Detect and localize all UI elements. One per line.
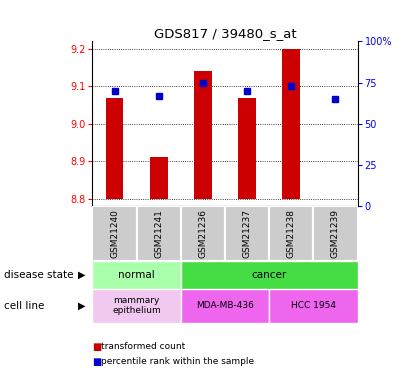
Bar: [269, 289, 358, 322]
Text: GSM21238: GSM21238: [287, 209, 296, 258]
Text: GSM21239: GSM21239: [331, 209, 340, 258]
Text: MDA-MB-436: MDA-MB-436: [196, 301, 254, 310]
Text: ▶: ▶: [79, 301, 86, 310]
Bar: [181, 261, 358, 289]
Bar: [136, 206, 181, 261]
Text: HCC 1954: HCC 1954: [291, 301, 336, 310]
Bar: [150, 158, 168, 199]
Bar: [92, 261, 181, 289]
Text: GSM21241: GSM21241: [154, 209, 163, 258]
Bar: [238, 98, 256, 199]
Bar: [92, 289, 181, 322]
Bar: [225, 206, 269, 261]
Bar: [106, 98, 123, 199]
Bar: [194, 71, 212, 199]
Text: percentile rank within the sample: percentile rank within the sample: [101, 357, 254, 366]
Text: transformed count: transformed count: [101, 342, 185, 351]
Text: GSM21240: GSM21240: [110, 209, 119, 258]
Text: mammary
epithelium: mammary epithelium: [112, 296, 161, 315]
Title: GDS817 / 39480_s_at: GDS817 / 39480_s_at: [154, 27, 296, 40]
Text: disease state: disease state: [4, 270, 74, 280]
Bar: [181, 206, 225, 261]
Text: ■: ■: [92, 342, 102, 352]
Bar: [313, 206, 358, 261]
Text: cancer: cancer: [252, 270, 287, 280]
Bar: [282, 49, 300, 199]
Bar: [92, 206, 136, 261]
Bar: [269, 206, 313, 261]
Text: ▶: ▶: [79, 270, 86, 280]
Bar: [181, 289, 269, 322]
Text: GSM21236: GSM21236: [199, 209, 208, 258]
Text: cell line: cell line: [4, 301, 44, 310]
Text: normal: normal: [118, 270, 155, 280]
Text: GSM21237: GSM21237: [242, 209, 252, 258]
Text: ■: ■: [92, 357, 102, 367]
